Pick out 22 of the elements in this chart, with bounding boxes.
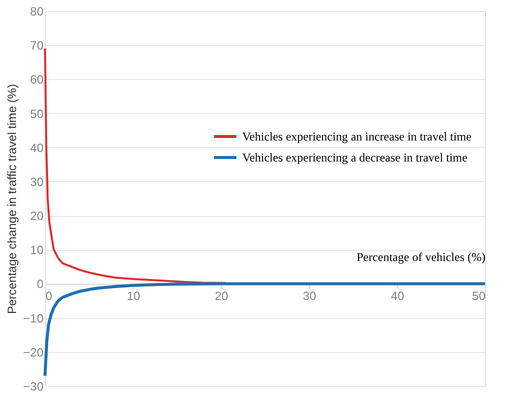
legend-label: Vehicles experiencing a decrease in travel time	[242, 150, 468, 164]
x-tick-label: 10	[126, 289, 140, 304]
y-axis-title: Percentage change in traffic travel time (%)	[5, 84, 20, 314]
x-tick-label: 30	[302, 289, 316, 304]
x-tick-label: 20	[214, 289, 228, 304]
line-series	[44, 282, 486, 378]
y-tick-label: 70	[30, 38, 44, 53]
y-tick-label: 10	[30, 243, 44, 258]
y-tick-label: 60	[30, 72, 44, 87]
y-tick-label: 80	[30, 4, 44, 18]
y-tick-label: −20	[23, 345, 44, 360]
y-tick-label: 50	[30, 106, 44, 121]
x-tick-label: 40	[390, 289, 404, 304]
y-tick-label: 30	[30, 174, 44, 189]
y-tick-label: 40	[30, 140, 44, 155]
y-tick-label: 0	[36, 277, 44, 292]
y-tick-label: −30	[23, 380, 44, 394]
legend-label: Vehicles experiencing an increase in travel time	[242, 130, 472, 144]
x-tick-label: 50	[472, 289, 486, 304]
x-axis-title: Percentage of vehicles (%)	[356, 250, 486, 264]
y-tick-label: −10	[23, 311, 44, 326]
y-tick-label: 20	[30, 209, 44, 224]
